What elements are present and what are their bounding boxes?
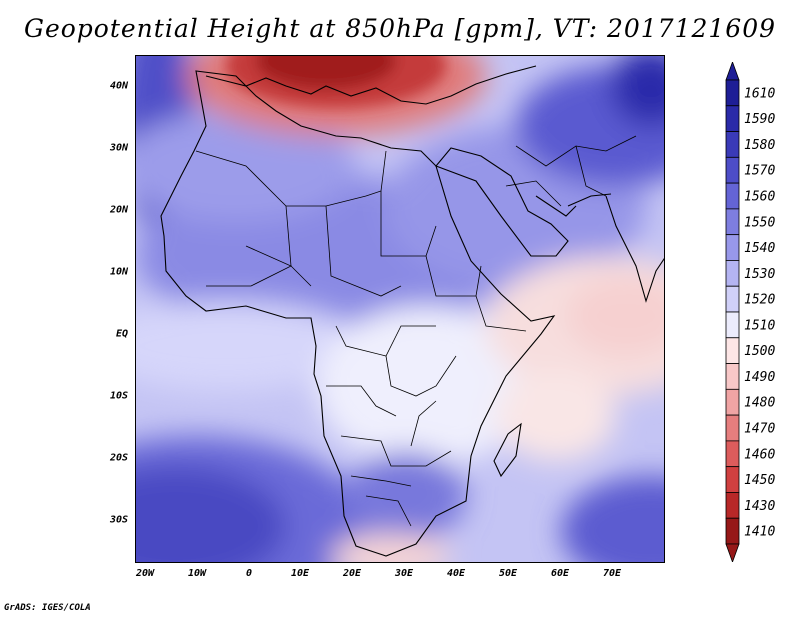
colorbar-label: 1470 xyxy=(744,422,775,437)
colorbar-label: 1530 xyxy=(744,267,775,282)
coastlines xyxy=(160,65,664,557)
low-pressure-core xyxy=(226,56,446,108)
colorbar-cell xyxy=(725,414,740,442)
colorbar-cell xyxy=(725,388,740,416)
height-field-map xyxy=(136,56,664,562)
colorbar-cell xyxy=(725,79,740,107)
colorbar-cell xyxy=(725,337,740,364)
lat-label-30s: 30S xyxy=(109,514,128,526)
colorbar-label: 1590 xyxy=(744,112,775,127)
colorbar-cell xyxy=(725,131,740,158)
lon-label-20w: 20W xyxy=(135,568,155,579)
colorbar-label: 1410 xyxy=(744,525,775,540)
colorbar-cell xyxy=(725,182,740,210)
colorbar-label: 1480 xyxy=(744,396,775,411)
colorbar-cell xyxy=(725,156,740,184)
colorbar-label: 1610 xyxy=(744,86,775,101)
colorbar-bottom-arrow xyxy=(725,543,740,562)
map-title: Geopotential Height at 850hPa [gpm], VT:… xyxy=(23,14,777,43)
colorbar-labels: 1610 1590 1580 1570 1560 1550 1540 1530 1520 1510… xyxy=(744,86,775,539)
colorbar-label: 1460 xyxy=(744,447,775,462)
lon-label-50e: 50E xyxy=(498,568,518,579)
lon-label-10e: 10E xyxy=(290,568,310,579)
grads-credit: GrADS: IGES/COLA xyxy=(4,603,91,613)
colorbar-cell xyxy=(725,440,740,468)
lat-label-20n: 20N xyxy=(109,204,128,216)
lon-label-60e: 60E xyxy=(550,568,570,579)
colorbar-cell xyxy=(725,363,740,390)
lat-label-10n: 10N xyxy=(109,266,128,278)
colorbar-label: 1500 xyxy=(744,344,775,359)
colorbar: 1610 1590 1580 1570 1560 1550 1540 1530 1520 1510… xyxy=(725,62,775,562)
lon-label-30e: 30E xyxy=(394,568,414,579)
lon-label-40e: 40E xyxy=(446,568,466,579)
colorbar-cell xyxy=(725,517,740,545)
colorbar-label: 1550 xyxy=(744,215,775,230)
colorbar-label: 1520 xyxy=(744,293,775,308)
lon-label-70e: 70E xyxy=(602,568,622,579)
colorbar-label: 1570 xyxy=(744,164,775,179)
lon-label-20e: 20E xyxy=(342,568,362,579)
lon-label-10w: 10W xyxy=(187,568,207,579)
colorbar-cell xyxy=(725,105,740,132)
colorbar-cell xyxy=(725,260,740,287)
colorbar-label: 1430 xyxy=(744,499,775,514)
colorbar-cell xyxy=(725,492,740,519)
colorbar-cell xyxy=(725,208,740,236)
lat-label-20s: 20S xyxy=(109,452,128,464)
lat-label-eq: EQ xyxy=(115,328,128,340)
colorbar-label: 1580 xyxy=(744,138,775,153)
colorbar-label: 1490 xyxy=(744,370,775,385)
colorbar-label: 1560 xyxy=(744,190,775,205)
lat-label-30n: 30N xyxy=(109,142,128,154)
colorbar-cell xyxy=(725,466,740,493)
colorbar-cell xyxy=(725,234,740,261)
colorbar-label: 1450 xyxy=(744,473,775,488)
colorbar-cell xyxy=(725,285,740,313)
country-borders xyxy=(195,135,637,527)
lat-label-10s: 10S xyxy=(109,390,128,402)
colorbar-label: 1510 xyxy=(744,318,775,333)
colorbar-label: 1540 xyxy=(744,241,775,256)
lat-label-40n: 40N xyxy=(109,80,128,92)
map-plot-area xyxy=(135,55,665,563)
colorbar-top-arrow xyxy=(725,62,740,81)
colorbar-cell xyxy=(725,311,740,339)
lon-label-0: 0 xyxy=(245,568,253,579)
colorbar-cells xyxy=(725,62,740,562)
